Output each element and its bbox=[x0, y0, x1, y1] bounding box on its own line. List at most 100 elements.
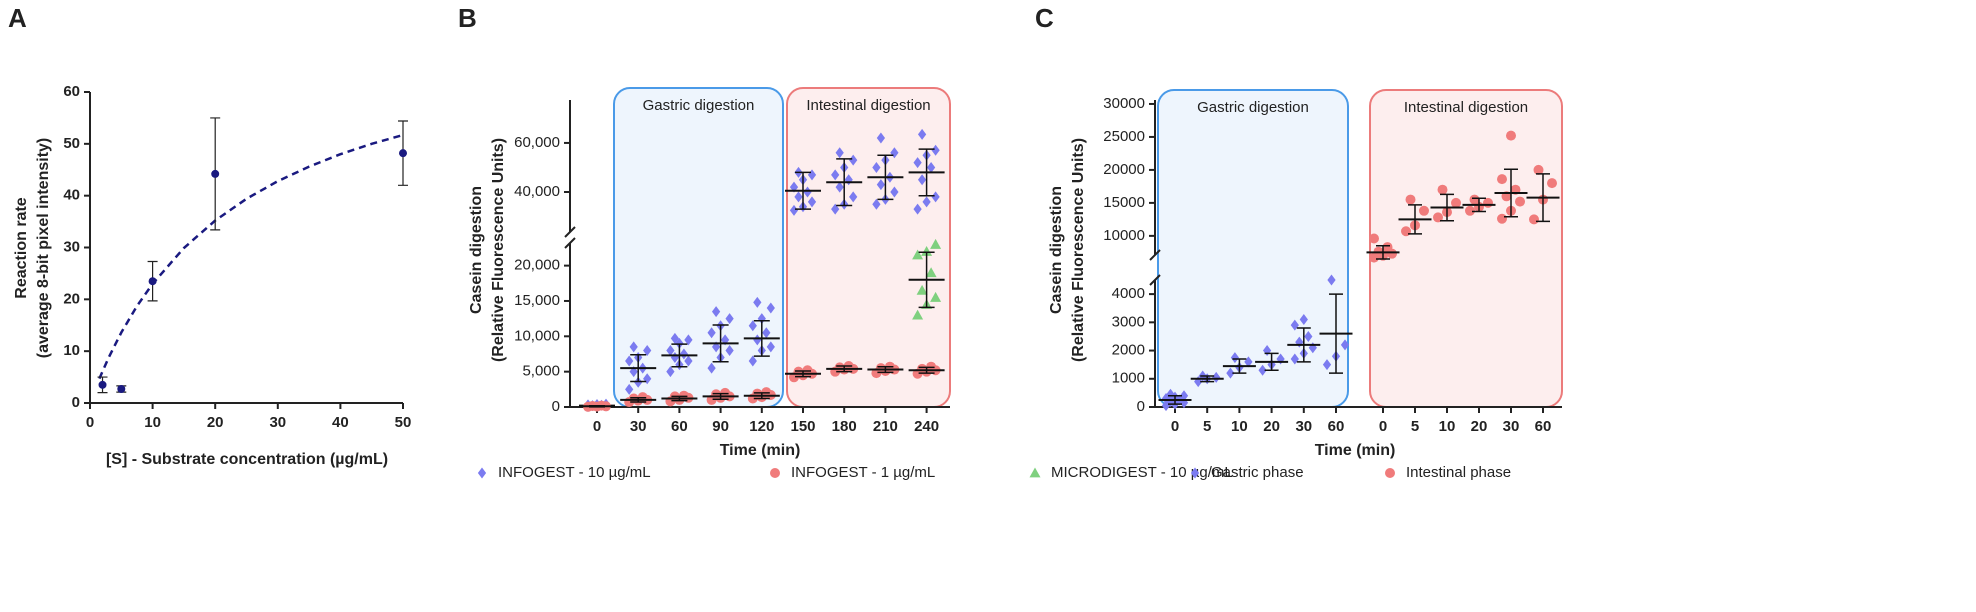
point bbox=[803, 186, 812, 198]
point bbox=[1299, 314, 1308, 326]
point bbox=[753, 296, 762, 308]
point bbox=[1304, 330, 1313, 342]
axis-break bbox=[564, 226, 576, 249]
point bbox=[625, 355, 634, 367]
x-tick-label: 10 bbox=[144, 414, 161, 431]
point bbox=[625, 383, 634, 395]
y-axis-label: Casein digestion bbox=[468, 186, 485, 314]
point bbox=[872, 161, 881, 173]
y-axis-label: (Relative Fluorescence Units) bbox=[490, 138, 507, 362]
x-axis-label: Time (min) bbox=[720, 442, 801, 459]
point bbox=[748, 320, 757, 332]
phase-box bbox=[1369, 89, 1563, 408]
point bbox=[1497, 174, 1507, 185]
point bbox=[1506, 130, 1516, 141]
point bbox=[1529, 214, 1539, 225]
phase-box bbox=[786, 87, 951, 408]
legend-marker bbox=[770, 468, 780, 478]
point bbox=[1451, 197, 1461, 208]
x-tick-label: 0 bbox=[86, 414, 94, 431]
point bbox=[399, 149, 407, 158]
x-tick-label: 30 bbox=[630, 418, 647, 435]
y-tick-label: 0 bbox=[1137, 398, 1145, 415]
point bbox=[725, 344, 734, 356]
y-tick-label: 15,000 bbox=[514, 292, 560, 309]
x-tick-label: 0 bbox=[1379, 418, 1387, 435]
x-tick-label: 5 bbox=[1411, 418, 1419, 435]
point bbox=[684, 334, 693, 346]
point bbox=[679, 348, 689, 360]
x-tick-label: 150 bbox=[790, 418, 815, 435]
point bbox=[1483, 197, 1493, 208]
point bbox=[930, 238, 942, 249]
point bbox=[794, 191, 803, 203]
point bbox=[831, 203, 840, 215]
point bbox=[1419, 205, 1429, 216]
x-tick-label: 60 bbox=[1535, 418, 1552, 435]
x-tick-label: 120 bbox=[749, 418, 774, 435]
point bbox=[926, 161, 936, 173]
y-tick-label: 0 bbox=[72, 394, 80, 411]
point bbox=[1382, 242, 1393, 253]
x-tick-label: 20 bbox=[1471, 418, 1488, 435]
x-tick-label: 10 bbox=[1439, 418, 1456, 435]
y-axis-label: Reaction rate bbox=[13, 197, 30, 298]
point bbox=[931, 144, 940, 156]
point bbox=[917, 174, 927, 186]
point bbox=[666, 344, 675, 356]
x-tick-label: 240 bbox=[914, 418, 939, 435]
point bbox=[917, 363, 928, 374]
point bbox=[831, 169, 840, 181]
x-tick-label: 210 bbox=[873, 418, 898, 435]
point bbox=[1369, 233, 1379, 244]
axis-break bbox=[1149, 249, 1161, 286]
y-tick-label: 5,000 bbox=[522, 363, 560, 380]
point bbox=[916, 284, 928, 295]
y-tick-label: 40 bbox=[63, 187, 80, 204]
legend-label: INFOGEST - 1 µg/mL bbox=[791, 464, 935, 481]
point bbox=[711, 306, 721, 318]
point bbox=[725, 313, 734, 325]
point bbox=[643, 344, 652, 356]
y-tick-label: 10,000 bbox=[514, 327, 560, 344]
point bbox=[876, 179, 886, 191]
point bbox=[875, 363, 886, 374]
y-tick-label: 60 bbox=[63, 83, 80, 100]
y-tick-label: 30000 bbox=[1103, 95, 1145, 112]
x-tick-label: 90 bbox=[712, 418, 729, 435]
point bbox=[117, 385, 126, 394]
x-axis-label: Time (min) bbox=[1315, 442, 1396, 459]
x-tick-label: 30 bbox=[1295, 418, 1312, 435]
point bbox=[931, 191, 940, 203]
point bbox=[925, 267, 937, 278]
phase-label: Intestinal digestion bbox=[1404, 99, 1528, 116]
panel-letter: A bbox=[8, 3, 27, 33]
point bbox=[1497, 213, 1507, 224]
y-tick-label: 1000 bbox=[1112, 370, 1145, 387]
panel-letter: C bbox=[1035, 3, 1054, 33]
point bbox=[707, 327, 716, 339]
phase-label: Intestinal digestion bbox=[806, 97, 930, 114]
point bbox=[1469, 194, 1480, 205]
y-axis-label: (Relative Fluorescence Units) bbox=[1070, 138, 1087, 362]
point bbox=[912, 249, 924, 260]
point bbox=[1230, 352, 1240, 364]
point bbox=[921, 245, 933, 256]
point bbox=[1405, 194, 1416, 205]
y-axis-label: (average 8-bit pixel intensity) bbox=[35, 138, 52, 359]
point bbox=[1340, 339, 1350, 351]
point bbox=[762, 327, 771, 339]
x-tick-label: 0 bbox=[593, 418, 601, 435]
point bbox=[684, 355, 693, 367]
point bbox=[1322, 359, 1332, 371]
y-tick-label: 50 bbox=[63, 135, 80, 152]
y-tick-label: 0 bbox=[552, 398, 560, 415]
y-tick-label: 20,000 bbox=[514, 257, 560, 274]
legend-marker bbox=[1029, 467, 1041, 478]
point bbox=[849, 154, 858, 166]
point bbox=[1515, 196, 1525, 207]
phase-box bbox=[1157, 89, 1349, 408]
x-axis-label: [S] - Substrate concentration (µg/mL) bbox=[106, 451, 388, 468]
point bbox=[1401, 226, 1411, 237]
